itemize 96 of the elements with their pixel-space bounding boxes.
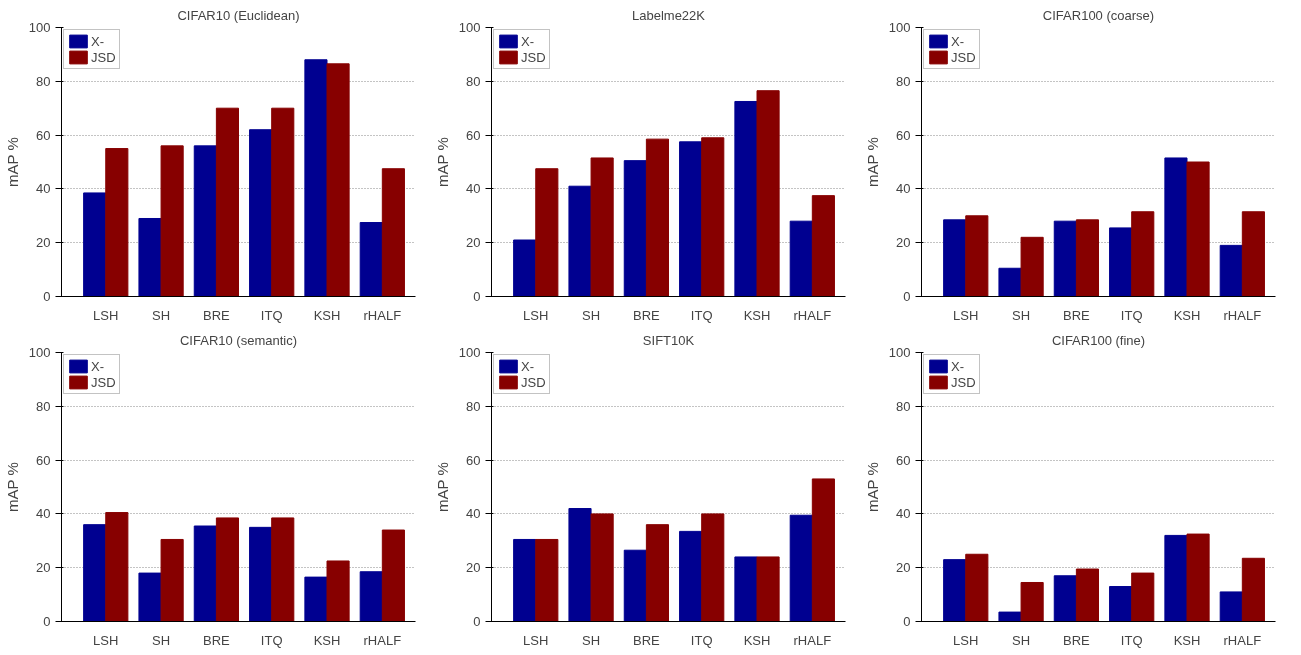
x-tick-label: rHALF [793, 307, 832, 323]
y-axis-title: mAP % [863, 137, 881, 187]
x-tick-label: SH [582, 307, 601, 323]
x-tick-label: BRE [633, 307, 661, 323]
legend-label: X- [951, 358, 965, 374]
chart-title: CIFAR10 (semantic) [179, 332, 298, 348]
legend-label: X- [91, 358, 105, 374]
x-tick-label: BRE [1063, 307, 1091, 323]
y-tick-label: 80 [36, 73, 51, 89]
x-tick-label: KSH [313, 307, 341, 323]
x-tick-label: ITQ [1120, 632, 1143, 648]
x-tick-label: rHALF [1223, 632, 1262, 648]
y-tick-label: 100 [28, 20, 51, 35]
y-tick-label: 100 [888, 20, 911, 35]
y-tick-label: 0 [43, 614, 51, 629]
y-tick-label: 80 [466, 73, 481, 89]
y-tick-label: 20 [466, 560, 481, 576]
x-tick-label: rHALF [1223, 307, 1262, 323]
x-tick-label: ITQ [690, 307, 713, 323]
y-tick-label: 80 [36, 398, 51, 414]
x-tick-label: ITQ [260, 632, 283, 648]
y-tick-label: 40 [36, 506, 51, 522]
y-tick-label: 60 [896, 127, 911, 143]
x-tick-label: SH [152, 307, 171, 323]
x-tick-label: BRE [203, 307, 231, 323]
y-tick-label: 40 [466, 506, 481, 522]
y-tick-label: 60 [36, 452, 51, 468]
x-tick-label: rHALF [363, 632, 402, 648]
y-tick-label: 20 [36, 235, 51, 251]
chart-title: CIFAR100 (coarse) [1042, 7, 1155, 23]
y-tick-label: 40 [896, 181, 911, 197]
y-axis-title: mAP % [3, 137, 21, 187]
x-tick-label: rHALF [793, 632, 832, 648]
chart-title: CIFAR100 (fine) [1051, 332, 1146, 348]
y-tick-label: 60 [466, 127, 481, 143]
y-tick-label: 20 [466, 235, 481, 251]
chart-title: CIFAR10 (Euclidean) [177, 7, 300, 23]
x-tick-label: SH [152, 632, 171, 648]
y-tick-label: 80 [896, 73, 911, 89]
x-tick-label: SH [582, 632, 601, 648]
x-tick-label: KSH [1173, 632, 1201, 648]
x-tick-label: LSH [93, 307, 119, 323]
y-axis-title: mAP % [3, 462, 21, 512]
y-tick-label: 0 [903, 614, 911, 629]
x-tick-label: BRE [633, 632, 661, 648]
y-tick-label: 80 [896, 398, 911, 414]
y-axis-title: mAP % [863, 462, 881, 512]
y-tick-label: 0 [43, 289, 51, 304]
x-tick-label: ITQ [1120, 307, 1143, 323]
y-tick-label: 20 [896, 560, 911, 576]
legend-label: X- [951, 33, 965, 49]
y-tick-label: 60 [466, 452, 481, 468]
y-tick-label: 100 [888, 345, 911, 360]
x-tick-label: ITQ [690, 632, 713, 648]
x-tick-label: KSH [743, 307, 771, 323]
y-tick-label: 0 [473, 289, 481, 304]
legend-label: JSD [91, 374, 116, 390]
y-tick-label: 20 [36, 560, 51, 576]
x-tick-label: KSH [313, 632, 341, 648]
x-tick-label: KSH [743, 632, 771, 648]
x-tick-label: LSH [953, 307, 979, 323]
x-tick-label: rHALF [363, 307, 402, 323]
legend-label: JSD [951, 49, 976, 65]
x-tick-label: KSH [1173, 307, 1201, 323]
legend-label: X- [521, 358, 535, 374]
legend-label: JSD [951, 374, 976, 390]
legend-label: JSD [521, 49, 546, 65]
x-tick-label: SH [1012, 307, 1031, 323]
y-axis-title: mAP % [433, 462, 451, 512]
x-tick-label: LSH [953, 632, 979, 648]
y-tick-label: 100 [458, 20, 481, 35]
y-tick-label: 20 [896, 235, 911, 251]
y-tick-label: 40 [36, 181, 51, 197]
legend-label: X- [91, 33, 105, 49]
y-tick-label: 100 [28, 345, 51, 360]
legend-label: JSD [521, 374, 546, 390]
y-axis-title: mAP % [433, 137, 451, 187]
x-tick-label: LSH [523, 632, 549, 648]
x-tick-label: SH [1012, 632, 1031, 648]
chart-title: Labelme22K [632, 7, 706, 23]
x-tick-label: ITQ [260, 307, 283, 323]
y-tick-label: 0 [473, 614, 481, 629]
legend-label: JSD [91, 49, 116, 65]
x-tick-label: BRE [203, 632, 231, 648]
legend-label: X- [521, 33, 535, 49]
y-tick-label: 100 [458, 345, 481, 360]
x-tick-label: LSH [93, 632, 119, 648]
y-tick-label: 40 [466, 181, 481, 197]
x-tick-label: LSH [523, 307, 549, 323]
y-tick-label: 60 [36, 127, 51, 143]
y-tick-label: 60 [896, 452, 911, 468]
x-tick-label: BRE [1063, 632, 1091, 648]
y-tick-label: 40 [896, 506, 911, 522]
y-tick-label: 80 [466, 398, 481, 414]
y-tick-label: 0 [903, 289, 911, 304]
chart-title: SIFT10K [642, 332, 695, 348]
